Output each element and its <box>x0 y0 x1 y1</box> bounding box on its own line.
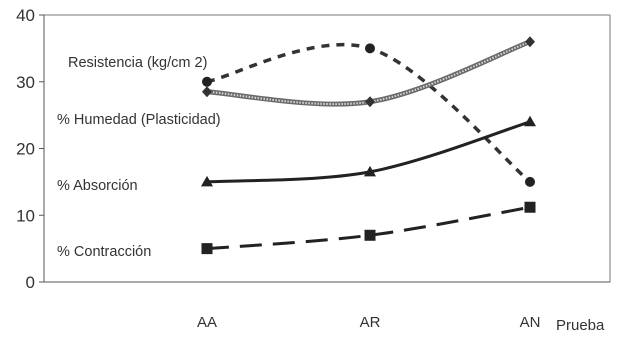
data-point-marker <box>364 165 376 177</box>
x-axis-title: Prueba <box>556 317 605 334</box>
data-point-marker <box>202 86 212 98</box>
series-label-2: % Absorción <box>57 178 138 194</box>
series-label-3: % Contracción <box>57 244 151 260</box>
data-point-marker <box>525 176 535 187</box>
y-tick-label: 20 <box>16 140 35 159</box>
series-group <box>206 39 532 251</box>
y-tick-label: 30 <box>16 73 35 92</box>
data-point-marker <box>364 229 376 241</box>
data-point-marker <box>524 201 536 213</box>
data-point-marker <box>524 115 536 127</box>
markers-group <box>201 36 536 255</box>
x-categories-group: AA AR AN <box>197 314 540 331</box>
x-category-label: AR <box>360 314 381 331</box>
y-tick-label: 10 <box>16 206 35 225</box>
data-point-marker <box>201 175 213 187</box>
data-point-marker <box>202 76 212 87</box>
series-line-3 <box>206 205 531 251</box>
x-category-label: AN <box>520 314 541 331</box>
x-category-label: AA <box>197 314 217 331</box>
series-labels-group: Resistencia (kg/cm 2) % Humedad (Plastici… <box>57 55 221 260</box>
data-point-marker <box>365 43 375 54</box>
data-point-marker <box>525 36 535 48</box>
data-point-marker <box>201 243 213 255</box>
y-tick-label: 0 <box>26 273 35 292</box>
y-ticks-group: 0 10 20 30 40 <box>16 6 44 292</box>
y-tick-label: 40 <box>16 6 35 25</box>
series-label-0: Resistencia (kg/cm 2) <box>68 55 207 71</box>
series-label-1: % Humedad (Plasticidad) <box>57 112 221 128</box>
data-point-marker <box>365 96 375 108</box>
